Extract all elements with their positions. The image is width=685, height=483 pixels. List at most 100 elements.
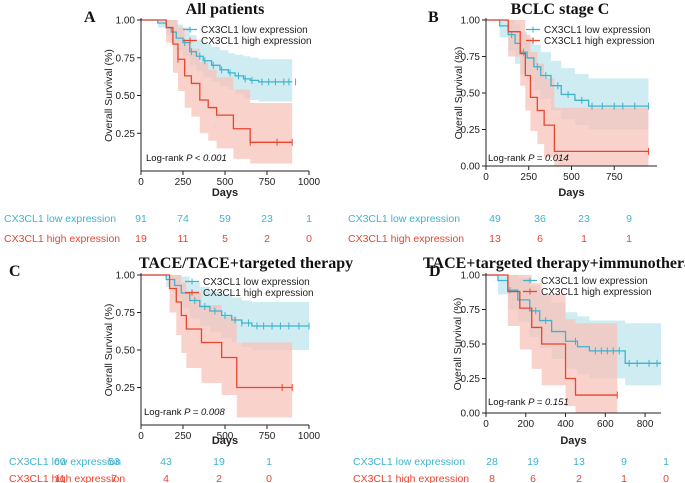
logrank-p-value: P = 0.151 xyxy=(528,397,569,408)
risk-label-low: CX3CL1 low expression xyxy=(348,213,460,225)
y-axis-label: Overall Survival (%) xyxy=(453,47,465,140)
logrank-p-value: P < 0.001 xyxy=(186,153,227,164)
panel-letter: D xyxy=(429,263,441,280)
legend-label-high: CX3CL1 high expression xyxy=(201,36,312,47)
risk-count-high: 2 xyxy=(264,233,270,245)
risk-count-high: 8 xyxy=(489,473,495,483)
logrank-label: Log-rank xyxy=(146,153,186,164)
risk-count-high: 11 xyxy=(55,473,66,483)
risk-count-low: 19 xyxy=(213,456,225,468)
logrank-annotation: Log-rank P = 0.014 xyxy=(488,153,569,164)
risk-count-high: 0 xyxy=(663,473,669,483)
x-tick-label: 600 xyxy=(597,419,614,430)
y-tick-label: 0.25 xyxy=(461,374,481,385)
legend-label-low: CX3CL1 low expression xyxy=(544,25,651,36)
logrank-label: Log-rank xyxy=(488,397,528,408)
risk-count-low: 1 xyxy=(663,456,669,468)
risk-count-high: 6 xyxy=(537,233,543,245)
risk-count-low: 23 xyxy=(578,213,590,225)
x-axis-label: Days xyxy=(212,187,238,199)
risk-count-high: 1 xyxy=(626,233,632,245)
x-tick-label: 250 xyxy=(175,177,192,188)
x-tick-label: 0 xyxy=(138,177,144,188)
risk-label-high: CX3CL1 high expression xyxy=(348,233,464,245)
risk-count-low: 9 xyxy=(626,213,632,225)
risk-count-low: 36 xyxy=(534,213,546,225)
survival-curve-high xyxy=(141,274,293,389)
y-tick-label: 1.00 xyxy=(116,271,136,282)
logrank-p-value: P = 0.008 xyxy=(184,407,225,418)
y-tick-label: 0.00 xyxy=(461,409,481,420)
ci-band-high xyxy=(141,20,293,164)
x-tick-label: 750 xyxy=(259,177,276,188)
x-tick-label: 0 xyxy=(483,172,489,183)
risk-label-high: CX3CL1 high expression xyxy=(353,473,469,483)
y-tick-label: 0.50 xyxy=(116,91,136,102)
risk-count-low: 49 xyxy=(489,213,501,225)
risk-count-high: 19 xyxy=(135,233,147,245)
panel-B: B BCLC stage C 0.00 0.25 0.50 0.75 1.00 0 250 500… xyxy=(348,1,657,245)
risk-label-high: CX3CL1 high expression xyxy=(9,473,125,483)
x-tick-label: 200 xyxy=(517,419,534,430)
x-tick-label: 750 xyxy=(606,172,623,183)
y-tick-label: 0.75 xyxy=(461,52,481,63)
legend-label-high: CX3CL1 high expression xyxy=(544,36,655,47)
risk-count-high: 4 xyxy=(163,473,169,483)
x-tick-label: 800 xyxy=(637,419,654,430)
risk-count-low: 9 xyxy=(621,456,627,468)
risk-count-low: 74 xyxy=(177,213,189,225)
survival-curve-high xyxy=(141,19,293,143)
logrank-annotation: Log-rank P = 0.008 xyxy=(144,407,225,418)
x-axis-label: Days xyxy=(212,435,238,447)
risk-count-high: 13 xyxy=(489,233,501,245)
survival-curve-low xyxy=(486,19,649,107)
risk-count-low: 19 xyxy=(527,456,539,468)
logrank-p-value: P = 0.014 xyxy=(528,153,569,164)
y-tick-label: 0.00 xyxy=(461,162,481,173)
panel-title: TACE+targeted therapy+immunotherapy xyxy=(423,255,685,272)
legend-label-low: CX3CL1 low expression xyxy=(541,276,648,287)
y-tick-label: 1.00 xyxy=(461,271,481,282)
x-tick-label: 500 xyxy=(563,172,580,183)
legend-label-high: CX3CL1 high expression xyxy=(541,287,652,298)
risk-label-low: CX3CL1 low expression xyxy=(353,456,465,468)
risk-count-low: 1 xyxy=(306,213,312,225)
panel-title: BCLC stage C xyxy=(511,1,610,18)
risk-count-high: 6 xyxy=(530,473,536,483)
risk-count-low: 91 xyxy=(135,213,147,225)
y-tick-label: 0.75 xyxy=(116,308,136,319)
x-tick-label: 250 xyxy=(175,431,192,442)
y-tick-label: 0.50 xyxy=(461,89,481,100)
risk-label-high: CX3CL1 high expression xyxy=(4,233,120,245)
risk-count-low: 23 xyxy=(261,213,273,225)
x-tick-label: 500 xyxy=(217,177,234,188)
x-tick-label: 1000 xyxy=(298,177,321,188)
risk-count-low: 60 xyxy=(54,456,66,468)
panel-title: TACE/TACE+targeted therapy xyxy=(139,255,353,272)
y-tick-label: 1.00 xyxy=(116,16,136,27)
risk-count-low: 1 xyxy=(266,456,272,468)
y-tick-label: 1.00 xyxy=(461,16,481,27)
legend-label-low: CX3CL1 low expression xyxy=(203,277,310,288)
risk-count-high: 1 xyxy=(621,473,627,483)
logrank-annotation: Log-rank P < 0.001 xyxy=(146,153,227,164)
risk-label-low: CX3CL1 low expression xyxy=(4,213,116,225)
x-tick-label: 400 xyxy=(557,419,574,430)
y-axis-label: Overall Survival (%) xyxy=(103,304,115,397)
risk-count-high: 11 xyxy=(178,233,189,245)
x-tick-label: 0 xyxy=(483,419,489,430)
risk-count-high: 0 xyxy=(266,473,272,483)
legend-label-high: CX3CL1 high expression xyxy=(203,288,314,299)
risk-count-high: 1 xyxy=(581,233,587,245)
y-axis-label: Overall Survival (%) xyxy=(103,49,115,142)
risk-count-high: 7 xyxy=(111,473,117,483)
risk-count-low: 28 xyxy=(486,456,498,468)
y-tick-label: 0.25 xyxy=(116,129,136,140)
risk-count-high: 2 xyxy=(216,473,222,483)
x-tick-label: 750 xyxy=(259,431,276,442)
x-tick-label: 500 xyxy=(217,431,234,442)
legend-label-low: CX3CL1 low expression xyxy=(201,25,308,36)
survival-curve-low xyxy=(141,19,293,83)
